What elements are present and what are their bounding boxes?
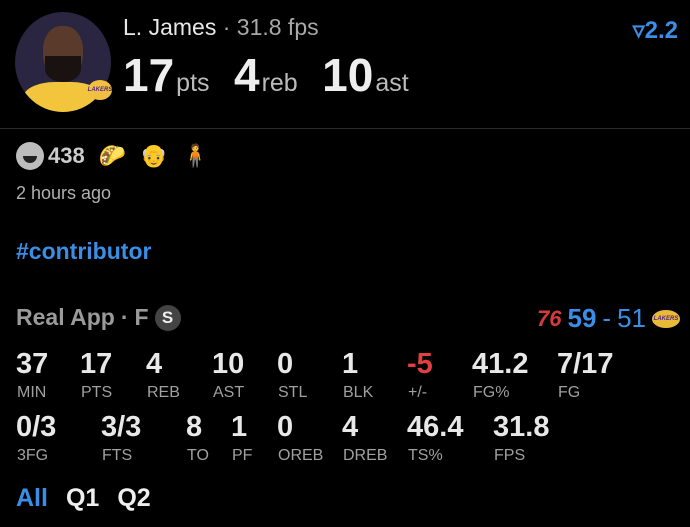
timestamp: 2 hours ago — [16, 183, 112, 203]
stat-label-fts: FTS — [102, 447, 133, 464]
sixers-logo-icon: 76 — [537, 305, 562, 331]
period-tabs: All Q1 Q2 — [16, 484, 151, 513]
assists-unit: ast — [375, 69, 409, 97]
score-dash: - — [602, 303, 612, 333]
player-fps: 31.8 fps — [236, 14, 319, 40]
rank-value: 2.2 — [644, 17, 678, 44]
stat-value-fgx: 41.2 — [472, 348, 529, 380]
team-logo-badge: LAKERS — [88, 80, 112, 100]
rank-indicator[interactable]: ▿2.2 — [633, 16, 678, 45]
stat-value-xxx: -5 — [407, 348, 433, 380]
avatar-beard — [45, 56, 81, 82]
stat-label-fg: FG — [558, 384, 581, 401]
tab-q1[interactable]: Q1 — [65, 484, 100, 512]
tab-all[interactable]: All — [16, 484, 48, 512]
player-name[interactable]: L. James — [123, 14, 217, 40]
stat-label-fgx: FG% — [473, 384, 510, 401]
rebounds-unit: reb — [261, 69, 298, 97]
stat-value-fg: 7/17 — [557, 348, 614, 380]
home-score: 59 — [567, 303, 597, 333]
hashtag-link[interactable]: #contributor — [16, 238, 152, 264]
stat-value-3fg: 0/3 — [16, 411, 57, 443]
reaction-count: 438 — [48, 143, 85, 168]
assists-value: 10 — [322, 49, 374, 101]
separator: · — [120, 304, 129, 330]
stat-label-to: TO — [187, 447, 209, 464]
headline-stats: 17pts 4reb 10ast — [123, 48, 429, 102]
stat-value-dreb: 4 — [342, 411, 359, 443]
starter-badge: S — [154, 304, 181, 331]
stat-value-ast: 10 — [212, 348, 245, 380]
stat-value-oreb: 0 — [277, 411, 294, 443]
stat-label-pts: PTS — [81, 384, 113, 401]
stat-label-ast: AST — [213, 384, 245, 401]
away-score: 51 — [617, 303, 646, 333]
smiley-reaction-icon[interactable] — [16, 142, 44, 170]
stat-label-min: MIN — [17, 384, 47, 401]
stat-value-pts: 17 — [80, 348, 113, 380]
separator: · — [216, 14, 237, 40]
stat-value-fts: 3/3 — [101, 411, 142, 443]
stat-label-fps: FPS — [494, 447, 526, 464]
stat-label-xxx: +/- — [408, 384, 428, 401]
stat-value-reb: 4 — [146, 348, 163, 380]
stat-label-blk: BLK — [343, 384, 374, 401]
stat-label-stl: STL — [278, 384, 308, 401]
filter-triangle-icon: ▿ — [632, 17, 645, 44]
lakers-logo-icon: LAKERS — [652, 309, 680, 328]
position: F — [134, 304, 149, 330]
divider — [0, 128, 690, 129]
stat-label-pf: PF — [232, 447, 253, 464]
stat-value-fps: 31.8 — [493, 411, 550, 443]
stat-label-reb: REB — [147, 384, 180, 401]
stat-label-oreb: OREB — [278, 447, 324, 464]
source-name: Real App — [16, 304, 115, 330]
tab-q2[interactable]: Q2 — [117, 484, 151, 512]
stat-value-stl: 0 — [277, 348, 294, 380]
game-score[interactable]: 76 59-51 LAKERS — [537, 303, 680, 334]
face-emoji-icon[interactable]: 👴 — [140, 143, 168, 168]
stat-value-blk: 1 — [342, 348, 359, 380]
player-name-line: L. James · 31.8 fps — [123, 14, 319, 41]
person-emoji-icon[interactable]: 🧍 — [181, 143, 209, 168]
stat-label-3fg: 3FG — [17, 447, 49, 464]
rebounds-value: 4 — [233, 49, 260, 101]
stat-label-tsx: TS% — [408, 447, 443, 464]
reactions-bar: 438 🌮 👴 🧍 — [16, 142, 209, 170]
points-value: 17 — [123, 49, 175, 101]
taco-emoji-icon[interactable]: 🌮 — [98, 143, 127, 168]
game-source: Real App · F S — [16, 304, 181, 331]
stat-value-tsx: 46.4 — [407, 411, 464, 443]
stat-value-to: 8 — [186, 411, 203, 443]
points-unit: pts — [176, 69, 210, 97]
stat-value-min: 37 — [16, 348, 49, 380]
stat-value-pf: 1 — [231, 411, 248, 443]
stat-label-dreb: DREB — [343, 447, 388, 464]
